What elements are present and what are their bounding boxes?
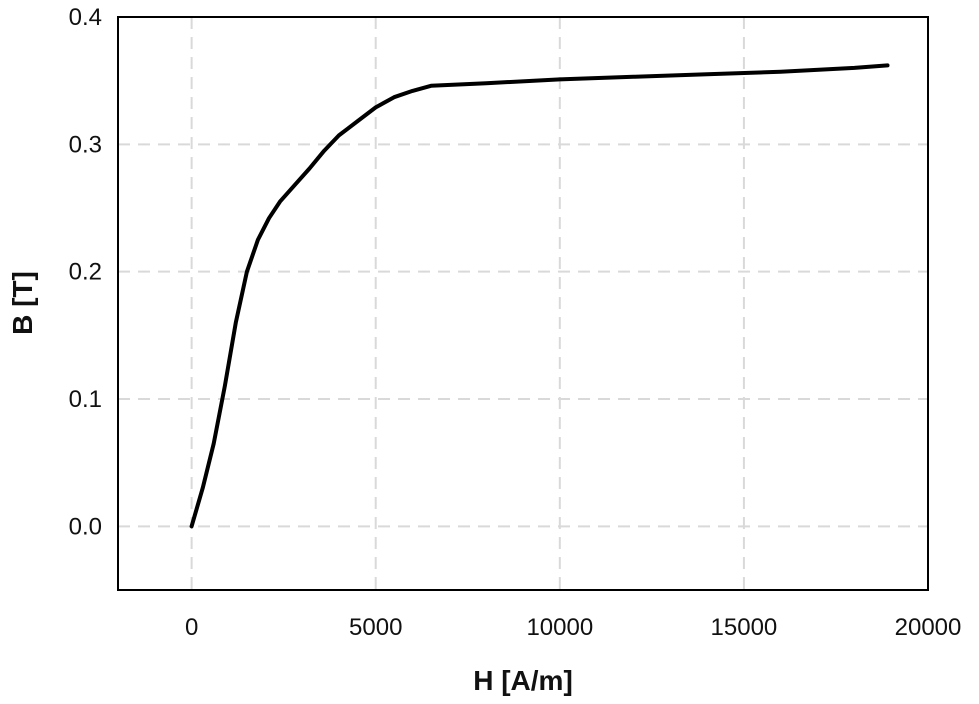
- grid: [118, 17, 928, 590]
- x-tick-label: 20000: [895, 614, 962, 641]
- y-tick-label: 0.2: [69, 259, 102, 286]
- plot-frame: [117, 16, 929, 591]
- x-tick-label: 5000: [349, 614, 402, 641]
- y-tick-labels: 0.0 0.1 0.2 0.3 0.4: [69, 4, 102, 540]
- x-axis-label: H [A/m]: [473, 665, 573, 696]
- x-tick-labels: 0 5000 10000 15000 20000: [185, 614, 961, 641]
- y-tick-label: 0.0: [69, 513, 102, 540]
- x-tick-label: 0: [185, 614, 198, 641]
- x-tick-label: 10000: [526, 614, 593, 641]
- y-tick-label: 0.1: [69, 386, 102, 413]
- series-line: [189, 63, 890, 529]
- x-tick-label: 15000: [711, 614, 778, 641]
- y-tick-label: 0.3: [69, 131, 102, 158]
- series-group: [189, 63, 890, 529]
- y-tick-label: 0.4: [69, 4, 102, 31]
- y-axis-label: B [T]: [7, 271, 38, 335]
